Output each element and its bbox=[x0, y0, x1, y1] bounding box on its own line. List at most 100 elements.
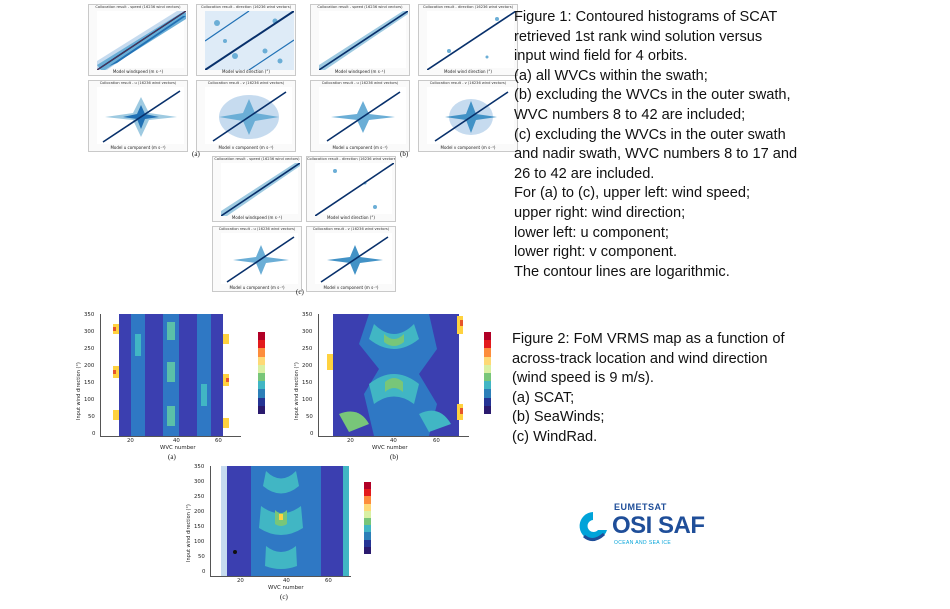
y-tick: 350 bbox=[302, 312, 313, 318]
panel-title: Collocation result - direction (16236 wi… bbox=[307, 157, 395, 161]
y-axis-title: Input wind direction (°) bbox=[294, 362, 300, 420]
fom-map-b: Input wind direction (°) 350 300 250 200… bbox=[292, 310, 507, 466]
group-label-b: (b) bbox=[400, 150, 409, 158]
y-tick: 150 bbox=[194, 524, 205, 530]
logo-osi-saf: OSI SAF bbox=[612, 512, 705, 539]
y-tick: 350 bbox=[84, 312, 95, 318]
colorbar-a bbox=[258, 332, 265, 414]
x-axis-title: WVC number bbox=[268, 585, 304, 591]
group-label-c: (c) bbox=[280, 593, 288, 601]
y-tick: 300 bbox=[302, 329, 313, 335]
caption-line: (a) all WVCs within the swath; bbox=[514, 67, 708, 84]
fom-heatmap-b bbox=[327, 314, 463, 436]
group-label-a: (a) bbox=[168, 453, 176, 461]
panel-xlabel: Model v component (m s⁻¹) bbox=[323, 285, 379, 290]
panel-a-v: Collocation result - v (16236 wind vecto… bbox=[196, 80, 296, 152]
panel-xlabel: Model u component (m s⁻¹) bbox=[229, 285, 285, 290]
histogram-direction bbox=[314, 162, 395, 217]
panel-title: Collocation result - speed (16236 wind v… bbox=[214, 157, 300, 161]
osi-saf-logo: EUMETSAT OSI SAF OCEAN AND SEA ICE bbox=[578, 502, 718, 556]
colorbar-b bbox=[484, 332, 491, 414]
y-tick: 250 bbox=[194, 494, 205, 500]
y-tick: 150 bbox=[302, 380, 313, 386]
figure1-caption: Figure 1: Contoured histograms of SCAT r… bbox=[514, 8, 797, 282]
panel-title: Collocation result - u (16236 wind vecto… bbox=[218, 227, 296, 231]
panel-c-u: Collocation result - u (16236 wind vecto… bbox=[212, 226, 302, 292]
x-axis-title: WVC number bbox=[372, 445, 408, 451]
y-tick: 250 bbox=[302, 346, 313, 352]
histogram-u bbox=[102, 90, 181, 143]
y-tick: 200 bbox=[84, 363, 95, 369]
panel-a-direction: Collocation result - direction (16236 wi… bbox=[196, 4, 296, 76]
caption-line: (c) excluding the WVCs in the outer swat… bbox=[514, 126, 786, 143]
x-tick: 40 bbox=[390, 438, 397, 444]
y-tick: 300 bbox=[194, 479, 205, 485]
caption-line: (a) SCAT; bbox=[512, 389, 575, 406]
caption-line: (wind speed is 9 m/s). bbox=[512, 370, 654, 387]
fom-map-c: Input wind direction (°) 350 300 250 200… bbox=[184, 462, 394, 608]
histogram-speed bbox=[96, 10, 187, 71]
panel-c-v: Collocation result - v (16236 wind vecto… bbox=[306, 226, 396, 292]
x-axis-title: WVC number bbox=[160, 445, 196, 451]
panel-c-direction: Collocation result - direction (16236 wi… bbox=[306, 156, 396, 222]
group-label-a: (a) bbox=[192, 150, 200, 158]
caption-line: WVC numbers 8 to 42 are included; bbox=[514, 106, 746, 123]
y-tick: 50 bbox=[306, 414, 313, 420]
panel-b-speed: Collocation result - speed (16236 wind v… bbox=[310, 4, 410, 76]
y-tick: 350 bbox=[194, 464, 205, 470]
logo-subtitle: OCEAN AND SEA ICE bbox=[614, 540, 672, 546]
logo-eumetsat: EUMETSAT bbox=[614, 502, 667, 512]
y-tick: 0 bbox=[310, 431, 314, 437]
panel-xlabel: Model windspeed (m s⁻¹) bbox=[112, 69, 164, 74]
panel-xlabel: Model u component (m s⁻¹) bbox=[332, 145, 388, 150]
fom-heatmap-a bbox=[113, 314, 229, 436]
figure1-panels: Collocation result - speed (16236 wind v… bbox=[88, 4, 518, 296]
panel-title: Collocation result - u (16236 wind vecto… bbox=[321, 81, 399, 85]
caption-line: (c) WindRad. bbox=[512, 428, 598, 445]
caption-line: 26 to 42 are included. bbox=[514, 165, 655, 182]
y-tick: 150 bbox=[84, 380, 95, 386]
panel-b-direction: Collocation result - direction (16236 wi… bbox=[418, 4, 518, 76]
y-tick: 250 bbox=[84, 346, 95, 352]
panel-xlabel: Model v component (m s⁻¹) bbox=[440, 145, 496, 150]
panel-xlabel: Model wind direction (°) bbox=[444, 69, 492, 74]
panel-title: Collocation result - v (16236 wind vecto… bbox=[429, 81, 507, 85]
histogram-v bbox=[320, 236, 389, 283]
x-tick: 40 bbox=[173, 438, 180, 444]
caption-line: retrieved 1st rank wind solution versus bbox=[514, 28, 763, 45]
x-tick: 40 bbox=[283, 578, 290, 584]
panel-xlabel: Model windspeed (m s⁻¹) bbox=[231, 215, 283, 220]
colorbar-c bbox=[364, 482, 371, 554]
figure2-caption: Figure 2: FoM VRMS map as a function of … bbox=[512, 330, 785, 448]
panel-c-speed: Collocation result - speed (16236 wind v… bbox=[212, 156, 302, 222]
y-tick: 0 bbox=[202, 569, 206, 575]
panel-b-v: Collocation result - v (16236 wind vecto… bbox=[418, 80, 518, 152]
histogram-direction bbox=[426, 10, 517, 71]
y-tick: 100 bbox=[194, 539, 205, 545]
group-label-b: (b) bbox=[390, 453, 399, 461]
fom-map-a: Input wind direction (°) 350 300 250 200… bbox=[74, 310, 284, 466]
histogram-speed bbox=[220, 162, 301, 217]
panel-xlabel: Model wind direction (°) bbox=[327, 215, 375, 220]
histogram-v bbox=[212, 91, 287, 142]
panel-title: Collocation result - v (16236 wind vecto… bbox=[207, 81, 285, 85]
caption-line: upper right: wind direction; bbox=[514, 204, 686, 221]
caption-line: (b) SeaWinds; bbox=[512, 409, 605, 426]
caption-line: input wind field for 4 orbits. bbox=[514, 48, 688, 65]
x-tick: 60 bbox=[325, 578, 332, 584]
panel-a-u: Collocation result - u (16236 wind vecto… bbox=[88, 80, 188, 152]
panel-xlabel: Model u component (m s⁻¹) bbox=[110, 145, 166, 150]
x-tick: 20 bbox=[347, 438, 354, 444]
caption-line: lower left: u component; bbox=[514, 224, 669, 241]
caption-line: lower right: v component. bbox=[514, 244, 678, 261]
group-label-c: (c) bbox=[296, 288, 304, 296]
x-tick: 20 bbox=[237, 578, 244, 584]
histogram-v bbox=[434, 91, 509, 142]
fom-heatmap-c bbox=[221, 466, 349, 576]
panel-title: Collocation result - direction (16236 wi… bbox=[200, 5, 292, 9]
panel-title: Collocation result - speed (16236 wind v… bbox=[95, 5, 181, 9]
y-tick: 50 bbox=[198, 554, 205, 560]
caption-line: Figure 1: Contoured histograms of SCAT bbox=[514, 9, 778, 25]
caption-line: and nadir swath, WVC numbers 8 to 17 and bbox=[514, 146, 798, 163]
histogram-direction bbox=[204, 10, 295, 71]
